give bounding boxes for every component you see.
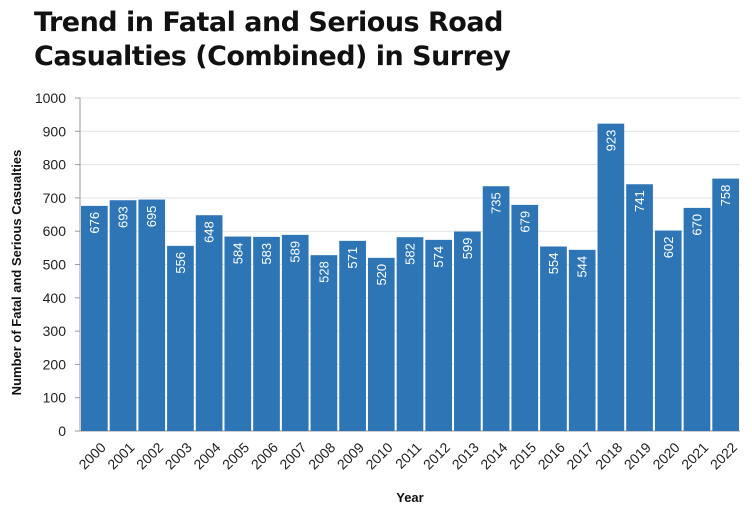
data-label: 583 bbox=[259, 243, 274, 265]
y-tick-label: 700 bbox=[43, 190, 67, 206]
x-tick-label: 2007 bbox=[276, 439, 309, 472]
x-tick-label: 2009 bbox=[334, 439, 367, 472]
data-label: 574 bbox=[431, 246, 446, 268]
data-label: 584 bbox=[230, 243, 245, 265]
bar-2011 bbox=[396, 237, 424, 431]
y-tick-label: 200 bbox=[43, 356, 67, 372]
data-label: 735 bbox=[489, 192, 504, 214]
data-label: 602 bbox=[661, 237, 676, 259]
bar-2015 bbox=[511, 204, 539, 431]
bar-2000 bbox=[81, 205, 108, 431]
x-tick-label: 2020 bbox=[649, 439, 682, 472]
bar-2002 bbox=[138, 199, 166, 431]
bar-2017 bbox=[568, 249, 596, 431]
x-tick-label: 2001 bbox=[104, 439, 137, 472]
x-tick-label: 2006 bbox=[248, 439, 281, 472]
data-label: 923 bbox=[603, 130, 618, 152]
x-tick-label: 2008 bbox=[305, 439, 338, 472]
x-tick-label: 2016 bbox=[535, 439, 568, 472]
bar-2014 bbox=[482, 186, 510, 431]
y-axis-title: Number of Fatal and Serious Casualties bbox=[9, 150, 24, 396]
bar-2012 bbox=[425, 239, 453, 431]
x-tick-label: 2018 bbox=[592, 439, 625, 472]
x-tick-label: 2012 bbox=[420, 439, 453, 472]
x-axis-title: Year bbox=[396, 490, 423, 505]
bar-2004 bbox=[195, 215, 223, 431]
x-tick-label: 2010 bbox=[362, 439, 395, 472]
data-label: 582 bbox=[403, 243, 418, 265]
bar-2009 bbox=[339, 240, 366, 431]
y-tick-label: 400 bbox=[43, 290, 67, 306]
x-tick-label: 2015 bbox=[506, 439, 539, 472]
x-tick-label: 2019 bbox=[621, 439, 654, 472]
data-label: 741 bbox=[632, 190, 647, 212]
y-tick-label: 900 bbox=[43, 123, 67, 139]
data-label: 589 bbox=[288, 241, 303, 263]
data-label: 520 bbox=[374, 264, 389, 286]
x-tick-label: 2017 bbox=[563, 439, 596, 472]
data-label: 544 bbox=[575, 256, 590, 278]
x-tick-label: 2013 bbox=[449, 439, 482, 472]
data-label: 676 bbox=[87, 212, 102, 234]
bar-2018 bbox=[597, 123, 625, 432]
x-tick-label: 2011 bbox=[392, 439, 425, 472]
bar-2016 bbox=[540, 246, 567, 431]
x-tick-label: 2000 bbox=[75, 439, 108, 472]
bar-2006 bbox=[253, 236, 280, 431]
y-tick-label: 500 bbox=[43, 257, 67, 273]
bar-2005 bbox=[224, 236, 252, 431]
data-label: 571 bbox=[345, 247, 360, 269]
bar-2010 bbox=[367, 257, 395, 431]
bar-2013 bbox=[454, 231, 481, 431]
y-tick-label: 300 bbox=[43, 323, 67, 339]
y-tick-label: 100 bbox=[43, 390, 67, 406]
data-label: 758 bbox=[718, 185, 733, 207]
y-tick-label: 800 bbox=[43, 157, 67, 173]
x-tick-label: 2022 bbox=[707, 439, 740, 472]
data-label: 670 bbox=[689, 214, 704, 236]
chart-title: Trend in Fatal and Serious Road Casualti… bbox=[34, 7, 511, 72]
data-label: 556 bbox=[173, 252, 188, 274]
x-tick-label: 2021 bbox=[678, 439, 711, 472]
bar-2008 bbox=[310, 255, 338, 431]
data-label: 679 bbox=[517, 211, 532, 233]
data-label: 693 bbox=[116, 206, 131, 228]
bar-2003 bbox=[167, 245, 194, 431]
x-tick-label: 2003 bbox=[162, 439, 195, 472]
x-tick-label: 2004 bbox=[190, 439, 223, 472]
y-tick-label: 600 bbox=[43, 223, 67, 239]
bar-2001 bbox=[109, 200, 137, 431]
x-tick-label: 2014 bbox=[477, 439, 510, 472]
x-tick-label: 2005 bbox=[219, 439, 252, 472]
data-label: 599 bbox=[460, 238, 475, 260]
bar-2022 bbox=[712, 178, 739, 431]
data-label: 648 bbox=[202, 221, 217, 243]
bar-2007 bbox=[281, 234, 309, 431]
bar-2020 bbox=[654, 230, 682, 431]
y-tick-label: 0 bbox=[58, 423, 66, 439]
data-label: 695 bbox=[144, 206, 159, 228]
data-label: 554 bbox=[546, 253, 561, 275]
bar-2021 bbox=[683, 207, 711, 431]
x-tick-label: 2002 bbox=[133, 439, 166, 472]
y-tick-label: 1000 bbox=[35, 90, 66, 106]
bar-2019 bbox=[626, 184, 653, 431]
data-label: 528 bbox=[316, 261, 331, 283]
